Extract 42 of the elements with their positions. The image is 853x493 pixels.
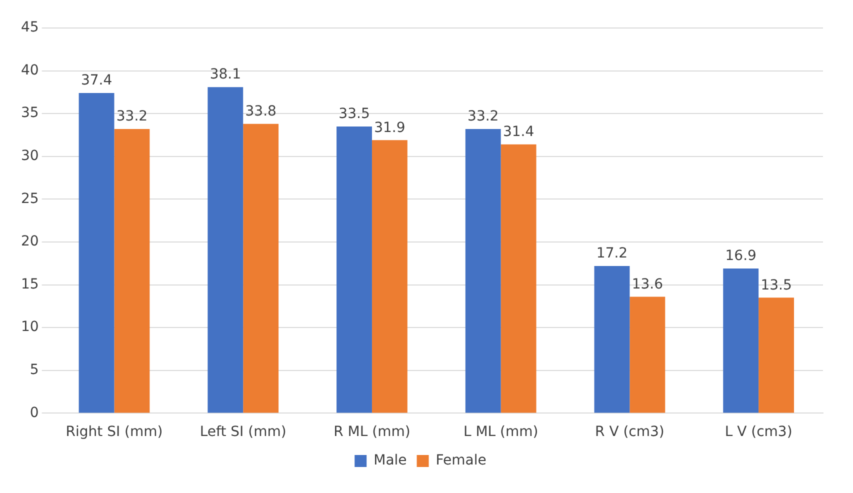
data-label: 13.6	[632, 276, 664, 292]
data-label: 37.4	[80, 72, 112, 89]
bar	[630, 296, 666, 413]
bar	[500, 144, 536, 413]
y-tick-label: 40	[20, 62, 39, 78]
bar	[208, 87, 244, 413]
x-tick-label: L V (cm3)	[724, 424, 792, 440]
data-label: 38.1	[210, 66, 241, 83]
bar	[758, 298, 794, 413]
y-tick-label: 25	[20, 190, 39, 207]
bar	[243, 124, 279, 413]
bar	[78, 93, 114, 413]
y-tick-label: 35	[20, 105, 39, 122]
x-tick-label: R V (cm3)	[595, 424, 664, 440]
data-label: 13.5	[760, 277, 792, 294]
y-tick-label: 5	[30, 362, 39, 378]
data-label: 33.5	[338, 106, 370, 122]
data-label: 31.4	[502, 124, 534, 140]
data-label: 31.9	[374, 120, 406, 136]
y-tick-label: 10	[20, 319, 39, 336]
data-label: 16.9	[725, 248, 756, 264]
bar	[372, 140, 408, 413]
y-tick-label: 45	[20, 20, 39, 36]
data-label: 17.2	[596, 246, 628, 262]
bar	[114, 129, 150, 413]
y-tick-label: 20	[20, 234, 39, 250]
x-tick-label: Left SI (mm)	[200, 424, 286, 440]
y-tick-label: 30	[20, 148, 39, 164]
bar	[336, 126, 372, 413]
data-label: 33.2	[468, 108, 499, 125]
data-label: 33.8	[245, 104, 276, 120]
y-tick-label: 15	[20, 276, 39, 292]
data-label: 33.2	[116, 108, 148, 125]
bar	[594, 266, 630, 413]
y-tick-label: 0	[30, 404, 39, 421]
bar	[723, 268, 759, 413]
x-tick-label: Right SI (mm)	[66, 424, 163, 440]
x-tick-label: R ML (mm)	[334, 424, 410, 440]
x-tick-label: L ML (mm)	[463, 424, 538, 440]
legend-label: Male	[374, 452, 407, 469]
legend-label: Female	[436, 452, 486, 469]
bar	[465, 129, 501, 413]
